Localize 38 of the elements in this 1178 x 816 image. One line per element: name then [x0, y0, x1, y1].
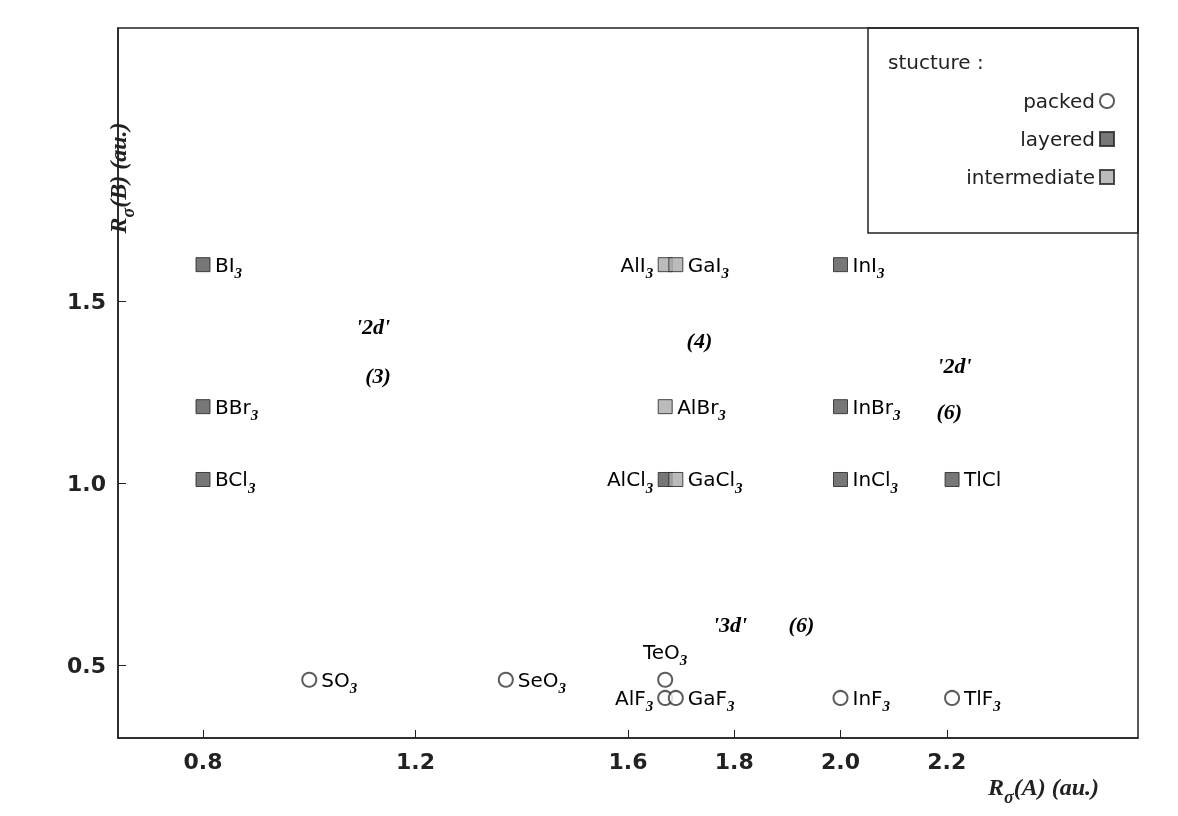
- point: [195, 471, 211, 487]
- point: [668, 257, 684, 273]
- legend-title: stucture :: [888, 50, 984, 74]
- point: [944, 689, 961, 706]
- x-tick-label: 0.8: [183, 748, 223, 774]
- annotation: (6): [936, 398, 963, 424]
- annotation: '2d': [937, 352, 972, 378]
- y-axis-title: Rσ(B) (au.): [105, 122, 139, 235]
- y-tick-label: 1.0: [67, 470, 106, 496]
- annotation: '2d': [355, 313, 391, 339]
- point: [497, 671, 514, 688]
- point: [833, 471, 848, 487]
- point: [668, 471, 684, 487]
- annotation: TlCl: [963, 467, 1002, 492]
- x-tick-label: 2.2: [927, 748, 967, 774]
- annotation: (3): [365, 363, 391, 389]
- annotation: '3d': [712, 611, 748, 637]
- legend-label: packed: [1023, 89, 1095, 113]
- legend-label: layered: [1020, 127, 1095, 151]
- y-tick-label: 0.5: [67, 652, 106, 678]
- point: [667, 689, 684, 706]
- annotation: (4): [686, 327, 713, 353]
- x-tick-label: 1.6: [608, 748, 648, 774]
- x-tick-label: 1.8: [714, 748, 754, 774]
- annotation: (6): [788, 611, 815, 637]
- point: [944, 471, 960, 487]
- x-tick-label: 1.2: [396, 748, 435, 774]
- legend-label: intermediate: [966, 165, 1095, 189]
- point: [301, 671, 318, 688]
- y-tick-label: 1.5: [67, 288, 106, 314]
- point: [195, 257, 211, 273]
- point: [657, 399, 673, 415]
- point: [833, 257, 848, 273]
- point: [833, 399, 848, 415]
- point: [832, 689, 849, 706]
- point: [195, 399, 211, 415]
- x-tick-label: 2.0: [821, 748, 860, 774]
- point: [657, 671, 674, 688]
